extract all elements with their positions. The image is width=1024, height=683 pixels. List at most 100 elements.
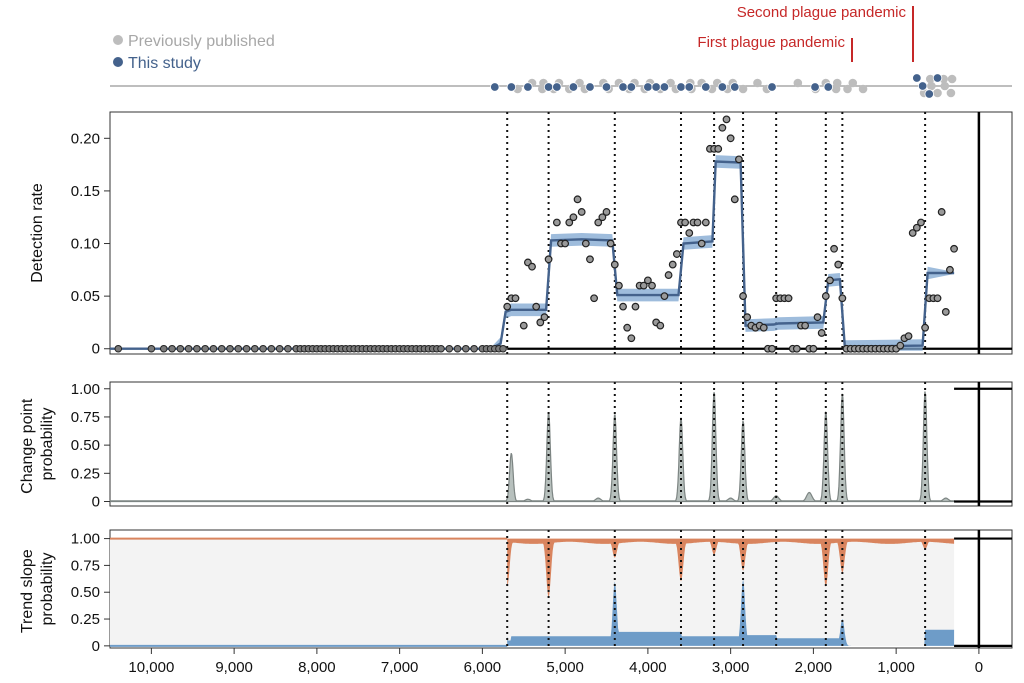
timeline-previous-dot [927,81,936,91]
observed-point [768,344,776,353]
annotations: Second plague pandemic First plague pand… [697,4,914,62]
zero-point [437,344,445,353]
change-point-ylabel: Change point probability [19,394,56,494]
observed-point [743,313,752,322]
x-tick-label-10: 0 [975,659,983,676]
y-tick-label-0-4: 0.20 [71,130,100,147]
observed-point [656,321,665,330]
timeline-this-study-dot [684,82,694,92]
zero-point [217,344,226,353]
observed-point [615,281,623,290]
observed-point [735,155,743,164]
observed-point [730,195,739,204]
trend-slope-ylabel-line1: Trend slope [19,549,36,633]
observed-point [503,302,512,311]
timeline-this-study-dot [490,82,500,92]
x-tick-label-8: 2,000 [795,659,833,676]
observed-point [602,208,611,216]
zero-point [159,344,168,353]
observed-point [714,144,723,153]
observed-point [648,281,656,290]
observed-point [701,218,710,227]
observed-point [540,313,549,322]
zero-point [242,344,251,353]
timeline-this-study-dot [601,82,612,92]
timeline-previous-dot [843,84,852,94]
observed-point [664,271,673,279]
timeline-previous-dot [858,84,868,94]
timeline-previous-dot [925,74,935,84]
legend-previous-label: Previously published [128,33,275,50]
timeline-this-study-dot [730,82,740,92]
y-tick-label-1-4: 1.00 [71,381,100,398]
timeline-this-study-dot [917,81,928,91]
zero-point [445,344,454,353]
x-tick-label-6: 4,000 [629,659,667,676]
observed-point [826,276,834,285]
observed-point [606,239,615,248]
observed-point [590,294,599,303]
observed-point [784,294,793,303]
observed-point [921,323,930,332]
observed-point [627,334,636,343]
observed-point [937,208,946,216]
zero-point [234,344,243,353]
zero-point [275,344,284,353]
observed-point [619,302,627,311]
trend-neutral-area [507,538,955,646]
timeline-this-study-dot [924,89,934,99]
observed-point [946,265,954,274]
annotation-second-plague: Second plague pandemic [737,4,907,21]
x-tick-label-3: 7,000 [381,659,419,676]
observed-point [718,123,727,132]
timeline-this-study-dot [717,82,728,92]
zero-point [470,344,478,353]
fitted-line [110,160,955,350]
trend-slope-ylabel-line2: probability [39,553,56,626]
timeline-this-study-dot [676,82,686,92]
timeline-this-study-dot [912,73,922,83]
observed-point [821,292,830,301]
timeline-this-study-dot [932,73,943,83]
observed-point [834,260,843,269]
observed-point [739,292,747,301]
observed-point [813,313,822,322]
y-tick-label-1-3: 0.75 [71,409,100,426]
y-tick-label-0-1: 0.05 [71,288,100,305]
y-tick-label-2-2: 0.50 [71,584,100,601]
fit-confidence-ribbon [110,155,955,351]
change-point-panel: Change point probability 0 0.25 0.50 0.75 1.… [19,381,1013,510]
zero-point [168,344,176,353]
observed-point [933,294,942,303]
timeline-previous-dot [738,84,748,94]
timeline-this-study-dot [543,82,554,92]
y-tick-label-2-4: 1.00 [71,531,100,548]
zero-point [462,344,470,353]
observed-point [565,218,574,227]
y-tick-label-1-2: 0.50 [71,437,100,454]
timeline-this-study-dot [659,82,670,92]
x-axis: 10,000 9,000 8,000 7,000 6,000 5,000 4,000 3,00… [128,648,983,676]
observed-point [672,250,681,258]
timeline-this-study-dot [568,82,579,92]
observed-point [697,239,706,248]
observed-point [569,213,578,222]
zero-point [209,344,218,353]
timeline-previous-dot [753,78,762,88]
zero-point [201,344,209,353]
timeline-this-study-dot [767,82,777,92]
y-tick-label-1-0: 0 [92,493,100,510]
timeline-previous-dot [848,78,858,88]
timeline-previous-dot [947,74,957,84]
legend-this-study-marker [113,57,123,67]
timeline-this-study-dot [618,82,628,92]
observed-point [908,229,917,237]
observed-point [817,329,826,337]
observed-point [519,321,528,330]
zero-point [114,344,123,353]
observed-point [726,134,735,143]
timeline-this-study-dot [643,82,653,92]
y-tick-label-1-1: 0.25 [71,465,100,482]
timeline-strip [110,73,1012,99]
